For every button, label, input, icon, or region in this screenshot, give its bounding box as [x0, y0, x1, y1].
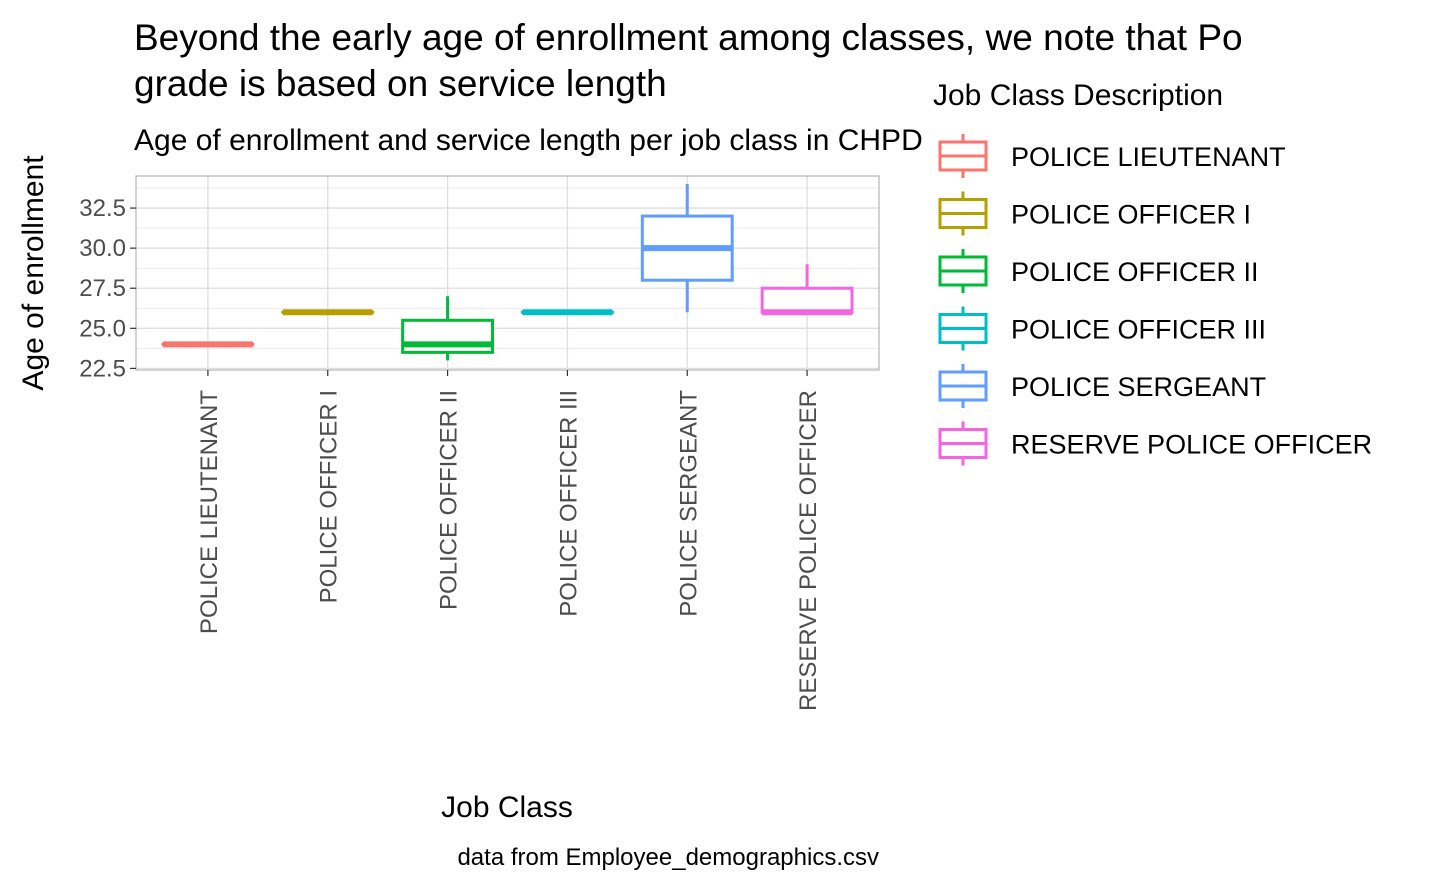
grid: [136, 176, 879, 370]
x-tick-label: POLICE LIEUTENANT: [196, 390, 223, 634]
y-tick-label: 25.0: [79, 315, 126, 342]
legend-label: POLICE OFFICER III: [1011, 315, 1266, 345]
legend: POLICE LIEUTENANT POLICE OFFICER I POLICE …: [938, 134, 1372, 466]
legend-item: POLICE OFFICER II: [938, 249, 1259, 293]
x-tick-label: RESERVE POLICE OFFICER: [795, 390, 822, 711]
legend-label: POLICE OFFICER I: [1011, 200, 1251, 230]
y-tick-label: 27.5: [79, 275, 126, 302]
legend-item: POLICE LIEUTENANT: [938, 134, 1286, 178]
legend-label: POLICE SERGEANT: [1011, 372, 1266, 402]
legend-item: POLICE SERGEANT: [938, 364, 1266, 408]
chart-title-line2: grade is based on service length: [134, 63, 667, 104]
plot-panel-border: [135, 175, 880, 371]
legend-label: POLICE OFFICER II: [1011, 257, 1259, 287]
box-body: [401, 318, 495, 354]
legend-item: POLICE OFFICER III: [938, 306, 1266, 351]
x-tick-label: POLICE OFFICER II: [436, 390, 463, 610]
y-axis: 22.5 25.0 27.5 30.0 32.5: [79, 195, 136, 382]
box-body: [760, 286, 854, 314]
chart-title-line1: Beyond the early age of enrollment among…: [134, 17, 1243, 58]
legend-title: Job Class Description: [933, 79, 1223, 112]
x-tick-label: POLICE SERGEANT: [675, 390, 702, 617]
x-tick-label: POLICE OFFICER I: [316, 390, 343, 603]
chart-caption: data from Employee_demographics.csv: [457, 844, 879, 871]
box-police-officer-ii: [401, 296, 495, 361]
plot-panel-background: [136, 176, 879, 370]
box-police-sergeant: [640, 184, 734, 313]
y-tick-label: 22.5: [79, 355, 126, 382]
y-tick-label: 32.5: [79, 195, 126, 222]
boxes: [161, 184, 854, 361]
legend-item: POLICE OFFICER I: [938, 191, 1251, 236]
x-tick-label: POLICE OFFICER III: [555, 390, 582, 617]
legend-label: POLICE LIEUTENANT: [1011, 142, 1286, 172]
chart-subtitle: Age of enrollment and service length per…: [134, 124, 923, 157]
legend-item: RESERVE POLICE OFFICER: [938, 421, 1372, 466]
y-axis-label: Age of enrollment: [17, 155, 50, 391]
x-axis: POLICE LIEUTENANT POLICE OFFICER I POLICE …: [196, 370, 822, 711]
x-axis-label: Job Class: [441, 791, 573, 824]
legend-label: RESERVE POLICE OFFICER: [1011, 430, 1372, 460]
y-tick-label: 30.0: [79, 235, 126, 262]
box-reserve-police-officer: [760, 264, 854, 316]
